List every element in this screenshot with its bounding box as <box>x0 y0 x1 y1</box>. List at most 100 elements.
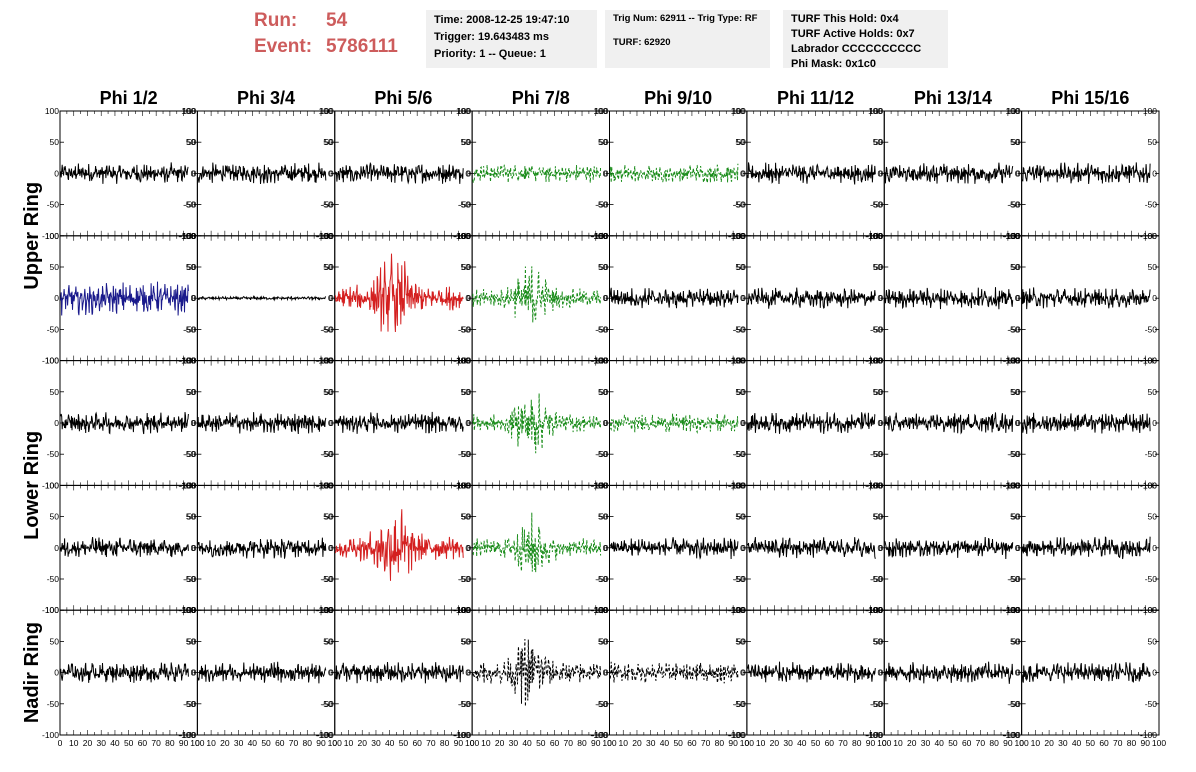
y-tick-label: -50 <box>870 324 883 334</box>
y-tick-label: 0 <box>329 293 334 303</box>
turf-active-text: TURF Active Holds: 0x7 <box>791 28 915 40</box>
waveform-trace <box>334 253 464 333</box>
y-tick-label: 0 <box>1016 543 1021 553</box>
y-tick-label: 0 <box>604 543 609 553</box>
y-tick-label: 50 <box>187 387 197 397</box>
y-tick-label: 0 <box>1015 168 1020 178</box>
x-tick-label: 50 <box>673 738 683 748</box>
x-tick-label: 0 <box>195 738 200 748</box>
y-tick-label: -50 <box>870 200 883 210</box>
trigger-text: Trigger: 19.643483 ms <box>434 31 549 43</box>
y-tick-label: 0 <box>192 543 197 553</box>
y-tick-label: -50 <box>1007 324 1020 334</box>
y-tick-label: 50 <box>462 262 472 272</box>
y-tick-label: 0 <box>603 168 608 178</box>
x-tick-label: 60 <box>550 738 560 748</box>
y-tick-label: 0 <box>740 543 745 553</box>
y-tick-label: 50 <box>873 262 883 272</box>
y-tick-label: 50 <box>187 137 197 147</box>
x-tick-label: 80 <box>989 738 999 748</box>
y-tick-label: -50 <box>320 200 333 210</box>
event-value: 5786111 <box>326 36 398 57</box>
y-tick-label: -50 <box>321 699 334 709</box>
y-tick-label: 100 <box>868 480 882 490</box>
y-tick-label: 0 <box>465 293 470 303</box>
x-tick-label: 50 <box>124 738 134 748</box>
y-tick-label: 50 <box>462 512 472 522</box>
y-tick-label: -50 <box>459 324 472 334</box>
y-tick-label: 100 <box>869 605 883 615</box>
y-tick-label: -50 <box>1008 200 1021 210</box>
y-tick-label: -100 <box>453 730 470 740</box>
y-tick-label: 0 <box>879 668 884 678</box>
x-tick-label: 10 <box>69 738 79 748</box>
y-tick-label: 100 <box>869 356 883 366</box>
waveform-trace <box>884 162 1014 184</box>
y-tick-label: -50 <box>320 449 333 459</box>
x-tick-label: 30 <box>371 738 381 748</box>
y-tick-label: 50 <box>599 387 609 397</box>
y-tick-label: 100 <box>593 231 607 241</box>
y-tick-label: 100 <box>45 356 59 366</box>
y-tick-label: 50 <box>461 137 471 147</box>
y-tick-label: -50 <box>183 574 196 584</box>
y-tick-label: -50 <box>458 699 471 709</box>
x-tick-label: 90 <box>316 738 326 748</box>
y-tick-label: -50 <box>1145 574 1158 584</box>
y-tick-label: 100 <box>593 605 607 615</box>
y-tick-label: 50 <box>736 262 746 272</box>
x-tick-label: 30 <box>646 738 656 748</box>
y-tick-label: 100 <box>457 480 471 490</box>
y-tick-label: -100 <box>179 730 196 740</box>
y-tick-label: -50 <box>47 200 60 210</box>
y-tick-label: 100 <box>1143 356 1157 366</box>
y-tick-label: 100 <box>1006 356 1020 366</box>
y-tick-label: 0 <box>466 293 471 303</box>
y-tick-label: 0 <box>878 418 883 428</box>
y-tick-label: 50 <box>50 636 60 646</box>
y-tick-label: 100 <box>319 605 333 615</box>
y-tick-label: 50 <box>1148 137 1158 147</box>
y-tick-label: -50 <box>459 699 472 709</box>
y-tick-label: 0 <box>741 668 746 678</box>
y-tick-label: -50 <box>47 449 60 459</box>
y-tick-label: 100 <box>732 605 746 615</box>
y-tick-label: 0 <box>603 543 608 553</box>
x-tick-label: 0 <box>58 738 63 748</box>
y-tick-label: 0 <box>328 293 333 303</box>
y-tick-label: 100 <box>731 605 745 615</box>
y-tick-label: 100 <box>1006 605 1020 615</box>
y-tick-label: 50 <box>1010 262 1020 272</box>
ring-label: Lower Ring <box>21 431 43 540</box>
y-tick-label: -50 <box>733 200 746 210</box>
y-tick-label: 0 <box>879 543 884 553</box>
y-tick-label: 0 <box>329 543 334 553</box>
waveform-trace <box>747 287 876 309</box>
waveform-trace <box>472 164 602 184</box>
y-tick-label: -50 <box>1145 200 1158 210</box>
y-tick-label: 0 <box>879 168 884 178</box>
y-tick-label: 50 <box>599 636 609 646</box>
y-tick-label: 0 <box>466 668 471 678</box>
y-tick-label: 0 <box>54 668 59 678</box>
x-tick-label: 70 <box>426 738 436 748</box>
waveform-trace <box>197 295 327 302</box>
y-tick-label: 0 <box>1152 418 1157 428</box>
y-tick-label: -50 <box>595 324 608 334</box>
y-tick-label: 0 <box>191 168 196 178</box>
y-tick-label: 0 <box>1015 668 1020 678</box>
y-tick-label: 50 <box>461 387 471 397</box>
x-tick-label: 50 <box>536 738 546 748</box>
y-tick-label: 0 <box>466 418 471 428</box>
y-tick-label: 0 <box>740 668 745 678</box>
y-tick-label: 50 <box>599 262 609 272</box>
y-tick-label: 0 <box>740 168 745 178</box>
y-tick-label: -50 <box>596 574 609 584</box>
y-tick-label: 100 <box>181 605 195 615</box>
x-tick-label: 60 <box>825 738 835 748</box>
y-tick-label: 0 <box>1016 668 1021 678</box>
waveform-trace <box>1021 662 1151 684</box>
waveform-trace <box>1021 536 1151 560</box>
x-tick-label: 70 <box>976 738 986 748</box>
x-tick-label: 30 <box>1058 738 1068 748</box>
